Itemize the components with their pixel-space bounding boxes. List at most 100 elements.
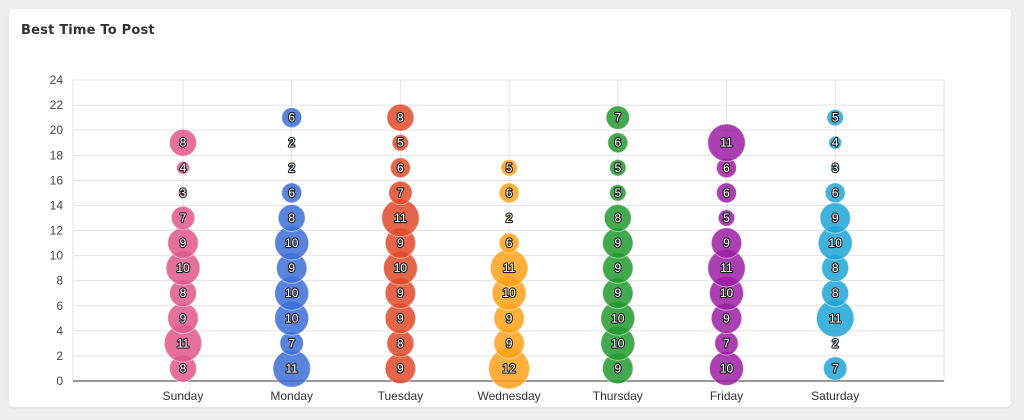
bubble-value-label: 10 <box>176 261 190 275</box>
y-tick-label: 24 <box>50 73 64 87</box>
bubble-value-label: 2 <box>288 161 295 175</box>
bubble-value-label: 9 <box>614 236 621 250</box>
x-tick-label: Tuesday <box>378 389 424 403</box>
x-tick-label: Sunday <box>163 389 204 403</box>
x-tick-label: Wednesday <box>478 389 541 403</box>
bubble <box>389 157 411 179</box>
bubble-value-label: 6 <box>506 236 513 250</box>
bubble <box>609 184 627 202</box>
bubble <box>826 108 844 127</box>
bubble <box>716 182 737 204</box>
bubble-value-label: 8 <box>832 286 839 300</box>
bubble-value-label: 11 <box>285 361 298 375</box>
bubble <box>824 182 846 204</box>
y-tick-label: 20 <box>50 123 64 137</box>
x-tick-label: Friday <box>710 389 743 403</box>
y-tick-label: 10 <box>50 249 64 263</box>
bubble <box>177 187 189 199</box>
bubble-value-label: 10 <box>285 286 299 300</box>
bubble <box>828 135 843 150</box>
x-tick-label: Monday <box>270 389 313 403</box>
bubble-value-label: 9 <box>832 211 839 225</box>
bubble-value-label: 9 <box>614 361 621 375</box>
bubble-value-label: 6 <box>723 161 730 175</box>
bubble <box>829 162 841 174</box>
bubble-value-label: 9 <box>288 261 295 275</box>
bubble-value-label: 9 <box>397 311 404 325</box>
bubble-value-label: 10 <box>611 336 625 350</box>
bubble-value-label: 9 <box>180 311 187 325</box>
x-axis: Sunday Monday Tuesday Wednesday Thursday Frid… <box>163 389 860 403</box>
bubble-value-label: 8 <box>180 361 187 375</box>
bubble-value-label: 8 <box>397 111 404 125</box>
bubble-value-label: 4 <box>832 136 839 150</box>
bubble-value-label: 3 <box>832 161 839 175</box>
bubble <box>288 139 296 147</box>
bubble-value-label: 12 <box>502 361 516 375</box>
bubble <box>607 132 629 154</box>
bubble-value-label: 9 <box>397 361 404 375</box>
y-tick-label: 0 <box>56 374 63 388</box>
bubble <box>707 123 746 162</box>
y-tick-label: 16 <box>50 173 64 187</box>
bubble <box>388 180 413 206</box>
bubble-value-label: 10 <box>611 311 625 325</box>
bubble <box>822 356 848 381</box>
x-tick-label: Thursday <box>593 389 643 403</box>
bubble-value-label: 7 <box>723 336 730 350</box>
bubble-value-label: 2 <box>288 136 295 150</box>
bubble-value-label: 5 <box>614 186 621 200</box>
bubble-value-label: 10 <box>285 236 299 250</box>
bubble-value-label: 5 <box>397 136 404 150</box>
y-tick-label: 4 <box>56 324 63 338</box>
bubble <box>710 227 743 259</box>
bubble <box>831 339 839 347</box>
bubble-value-label: 5 <box>723 211 730 225</box>
bubble-value-label: 6 <box>288 186 295 200</box>
bubble-value-label: 9 <box>397 236 404 250</box>
bubble <box>277 203 306 232</box>
bubble-value-label: 11 <box>177 336 190 350</box>
bubble-value-label: 5 <box>832 111 839 125</box>
bubble <box>605 105 631 130</box>
bubble <box>505 214 513 222</box>
bubble-value-label: 8 <box>832 261 839 275</box>
bubble-value-label: 2 <box>832 336 839 350</box>
y-tick-label: 18 <box>50 148 64 162</box>
bubble <box>500 159 518 177</box>
bubble-value-label: 10 <box>502 286 516 300</box>
bubble <box>281 107 303 129</box>
bubble <box>498 232 520 254</box>
bubble <box>498 182 520 204</box>
bubble <box>281 182 303 204</box>
bubble-value-label: 7 <box>614 111 621 125</box>
y-tick-label: 2 <box>56 349 63 363</box>
bubble-value-label: 8 <box>288 211 295 225</box>
bubble <box>288 164 296 172</box>
bubble-value-label: 8 <box>614 211 621 225</box>
bubble-value-label: 7 <box>288 336 295 350</box>
bubble-value-label: 10 <box>829 236 843 250</box>
bubble-value-label: 11 <box>394 211 407 225</box>
bubble-value-label: 11 <box>720 261 733 275</box>
bubble-value-label: 4 <box>180 161 187 175</box>
bubble-value-label: 9 <box>506 311 513 325</box>
bubble-value-label: 9 <box>180 236 187 250</box>
bubble <box>603 203 632 232</box>
y-tick-label: 22 <box>50 98 64 112</box>
bubble-value-label: 6 <box>614 136 621 150</box>
bubble <box>169 128 197 157</box>
bubble <box>609 159 627 177</box>
bubble-value-label: 6 <box>288 111 295 125</box>
bubble-value-label: 5 <box>506 161 513 175</box>
bubble-value-label: 2 <box>506 211 513 225</box>
bubble-value-label: 5 <box>614 161 621 175</box>
bubble-value-label: 11 <box>829 311 842 325</box>
bubble <box>391 133 410 152</box>
bubble-value-label: 9 <box>614 286 621 300</box>
bubble-value-label: 7 <box>832 361 839 375</box>
bubble-value-label: 6 <box>397 161 404 175</box>
bubble-value-label: 8 <box>180 286 187 300</box>
